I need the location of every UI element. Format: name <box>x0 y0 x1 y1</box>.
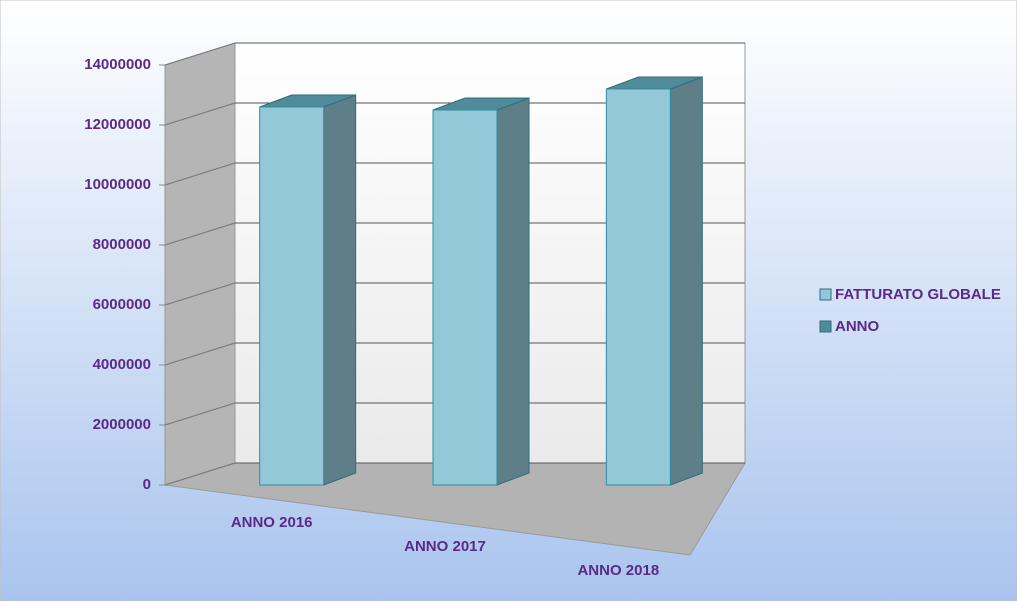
y-tick-label: 10000000 <box>84 176 151 193</box>
legend-swatch <box>819 320 832 333</box>
bar-side <box>323 94 357 486</box>
x-tick-label: ANNO 2017 <box>404 538 486 555</box>
grid-line <box>164 102 236 126</box>
y-tick-label: 0 <box>143 476 151 493</box>
x-tick-label: ANNO 2018 <box>577 562 659 579</box>
bar-side <box>496 97 530 486</box>
y-tick-label: 8000000 <box>93 236 151 253</box>
grid-line <box>164 402 236 426</box>
y-tick-label: 12000000 <box>84 116 151 133</box>
grid-line <box>164 462 236 486</box>
grid-line <box>164 342 236 366</box>
x-tick-label: ANNO 2016 <box>231 514 313 531</box>
legend-label: ANNO <box>835 318 879 335</box>
legend-swatch <box>819 288 832 301</box>
y-tick-label: 4000000 <box>93 356 151 373</box>
y-tick-label: 14000000 <box>84 56 151 73</box>
bar <box>259 106 325 486</box>
grid-line <box>164 42 236 66</box>
bar <box>432 109 498 486</box>
legend-label: FATTURATO GLOBALE <box>835 286 1001 303</box>
bar <box>605 88 671 486</box>
y-tick-label: 6000000 <box>93 296 151 313</box>
bar-side <box>669 76 703 486</box>
grid-line <box>164 282 236 306</box>
side-wall <box>164 42 236 486</box>
y-tick-label: 2000000 <box>93 416 151 433</box>
grid-line <box>164 162 236 186</box>
grid-line <box>164 222 236 246</box>
